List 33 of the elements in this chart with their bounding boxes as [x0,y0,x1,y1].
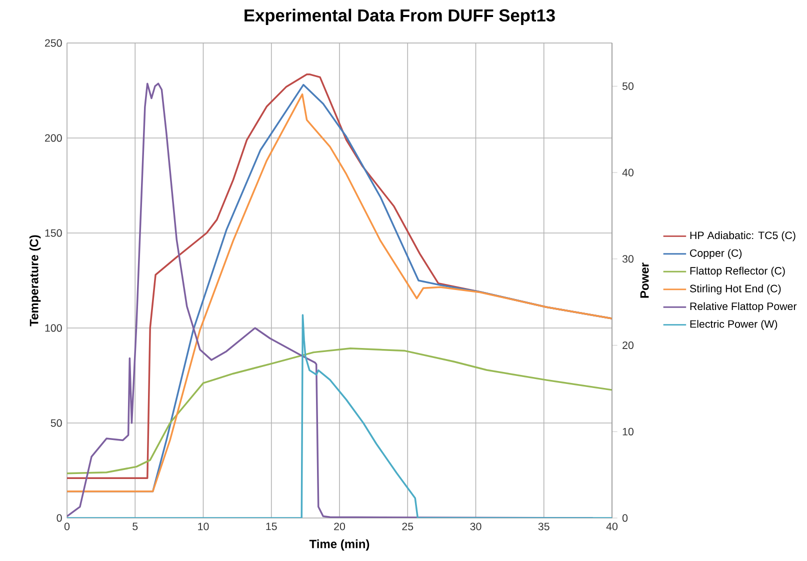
line-series [67,347,612,474]
y2-tick-label: 0 [622,514,628,522]
y2-tick-label: 40 [622,168,634,176]
legend-label: Copper (C) [690,249,742,259]
legend-label: Relative Flattop Power [690,302,797,312]
x-axis-title: Time (min) [309,539,370,551]
x-tick-label: 40 [606,522,618,530]
y2-tick-label: 10 [622,428,634,436]
y2-tick-label: 30 [622,255,634,263]
line-series [67,314,612,518]
legend-label: HP Adiabatic: TC5 (C) [690,231,796,242]
y-tick-label: 200 [45,134,62,142]
x-tick-label: 5 [132,522,138,530]
y-axis-title: Temperature (C) [29,235,41,326]
y2-tick-label: 50 [622,82,634,90]
x-tick-label: 35 [538,522,550,530]
x-tick-label: 10 [198,522,209,530]
x-tick-label: 20 [334,522,346,530]
legend-label: Flattop Reflector (C) [690,266,785,277]
y-tick-label: 100 [45,324,62,332]
y-tick-label: 150 [45,229,62,237]
y-tick-label: 0 [56,514,62,522]
y2-axis-title: Power [640,262,649,298]
y2-tick-label: 20 [622,342,634,350]
legend-label: Stirling Hot End (C) [690,284,781,294]
x-tick-label: 0 [64,522,70,530]
legend-label: Electric Power (W) [690,320,778,330]
y-tick-label: 50 [50,419,62,427]
y-tick-label: 250 [45,39,62,47]
x-tick-label: 15 [266,522,277,530]
x-tick-label: 25 [402,522,414,530]
chart-title: Experimental Data From DUFF Sept13 [244,8,555,25]
x-tick-label: 30 [470,522,482,530]
